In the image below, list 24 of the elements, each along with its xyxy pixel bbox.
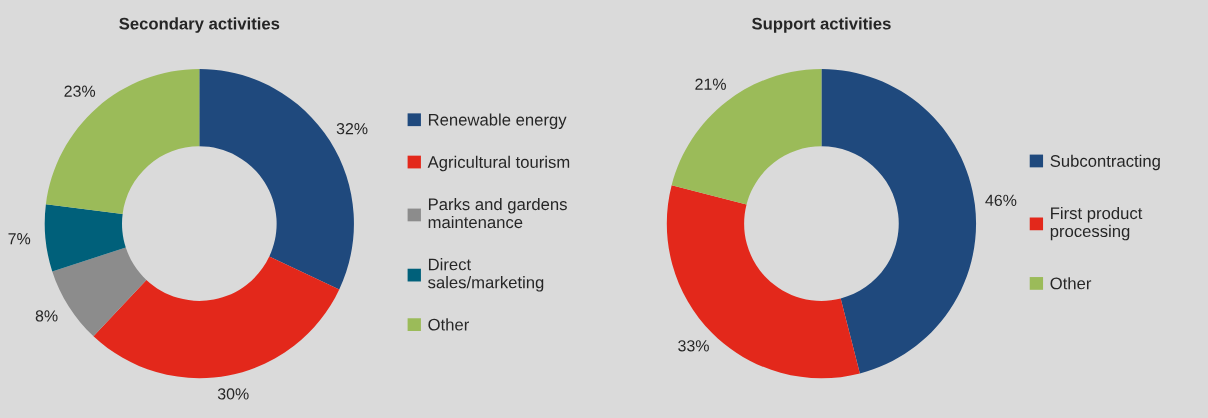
data-label: 33% (678, 340, 709, 352)
donut-slice (821, 69, 977, 374)
donut-slice (45, 69, 200, 214)
chart-title: Support activities (752, 17, 891, 33)
data-label: 23% (64, 85, 96, 97)
data-label: 21% (695, 78, 726, 90)
legend-label: Parks and gardens maintenance (428, 197, 567, 229)
data-label: 8% (35, 310, 58, 322)
legend-label: Other (428, 318, 470, 331)
legend-label: Subcontracting (1050, 154, 1160, 171)
data-label: 7% (8, 233, 31, 245)
chart-title: Secondary activities (119, 17, 280, 33)
data-label: 46% (985, 194, 1017, 207)
legend-label: Renewable energy (428, 113, 567, 129)
donut-slice (93, 256, 340, 379)
donut-slice (44, 204, 126, 272)
donut-slice (666, 185, 860, 379)
donut-slice (671, 69, 822, 205)
legend-label: First product processing (1050, 206, 1143, 241)
legend-label: Direct sales/marketing (428, 258, 544, 292)
legend-label: Other (1050, 277, 1092, 290)
data-label: 32% (336, 122, 368, 135)
legend-label: Agricultural tourism (427, 155, 570, 172)
data-label: 30% (217, 388, 249, 400)
